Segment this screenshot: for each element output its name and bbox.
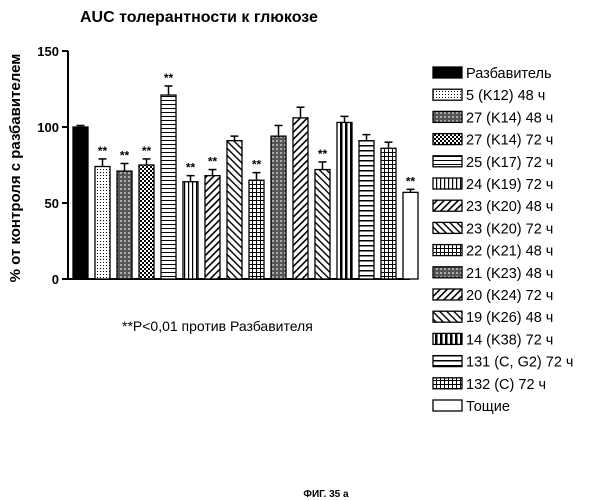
legend-swatch [433,378,462,389]
legend-label: 20 (K24) 72 ч [466,288,553,304]
significance-mark: ** [120,148,130,162]
legend-label: 21 (K23) 48 ч [466,266,553,282]
legend-swatch [433,222,462,233]
bar [337,122,352,279]
legend-swatch [433,200,462,211]
significance-mark: ** [318,147,328,161]
bars: ** ** ** ** ** ** ** ** ** [73,71,418,279]
bar [227,141,242,279]
y-tick-label: 50 [45,196,59,211]
legend-label: 23 (K20) 48 ч [466,199,553,215]
y-tick-label: 150 [37,44,59,59]
significance-mark: ** [186,161,196,175]
legend-swatch [433,245,462,256]
legend-label: 19 (K26) 48 ч [466,310,553,326]
legend-swatch [433,156,462,167]
legend-label: 23 (K20) 72 ч [466,221,553,237]
bar [95,167,110,279]
legend-swatch [433,89,462,100]
bar [205,176,220,279]
legend-swatch [433,356,462,367]
y-axis-label: % от контроля с разбавителем [7,54,24,283]
legend-swatch [433,178,462,189]
legend-label: 131 (C, G2) 72 ч [466,355,574,371]
bar [249,180,264,279]
legend-label: 27 (K14) 48 ч [466,110,553,126]
chart-title: AUC толерантности к глюкозе [80,9,318,26]
legend-label: 25 (K17) 72 ч [466,155,553,171]
bar [403,192,418,279]
bar [161,95,176,279]
legend-swatch [433,400,462,411]
bar [139,165,154,279]
legend-label: 24 (K19) 72 ч [466,177,553,193]
bar [271,136,286,279]
y-tick-label: 100 [37,120,59,135]
significance-mark: ** [208,155,218,169]
legend-label: 27 (K14) 72 ч [466,133,553,149]
significance-note: **P<0,01 против Разбавителя [122,318,313,334]
legend-label: Разбавитель [466,66,552,82]
bar [293,118,308,279]
legend-label: 5 (K12) 48 ч [466,88,545,104]
legend-swatch [433,289,462,300]
legend-swatch [433,111,462,122]
legend-swatch [433,67,462,78]
y-ticks: 0 50 100 150 [37,44,68,287]
bar [73,127,88,279]
bar [381,148,396,279]
significance-mark: ** [98,144,108,158]
significance-mark: ** [142,144,152,158]
chart: AUC толерантности к глюкозе % от контрол… [0,0,610,500]
legend-swatch [433,311,462,322]
legend-label: 14 (K38) 72 ч [466,332,553,348]
legend-label: 132 (C) 72 ч [466,377,546,393]
figure-caption: ФИГ. 35 а [303,489,349,500]
legend-label: 22 (K21) 48 ч [466,244,553,260]
legend-swatch [433,333,462,344]
significance-mark: ** [252,158,262,172]
significance-mark: ** [164,71,174,85]
bar [117,171,132,279]
legend: Разбавитель 5 (K12) 48 ч 27 (K14) 48 ч 27 (… [433,66,574,415]
legend-label: Тощие [466,399,510,415]
bar [315,170,330,279]
legend-swatch [433,134,462,145]
bar [183,182,198,279]
bar [359,141,374,279]
significance-mark: ** [406,174,416,188]
y-tick-label: 0 [52,272,59,287]
legend-swatch [433,267,462,278]
